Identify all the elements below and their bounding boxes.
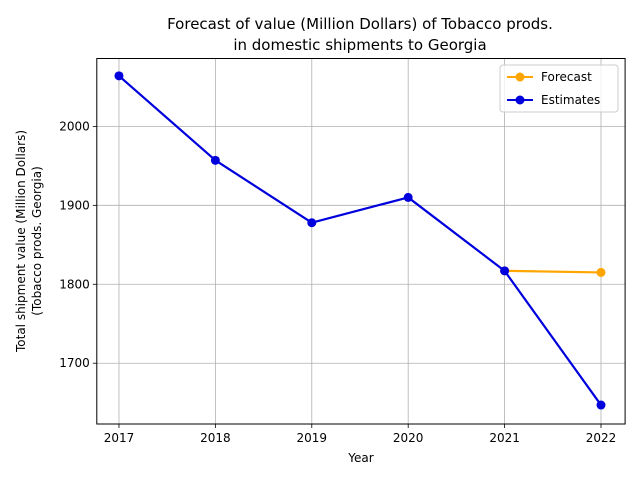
x-tick-label-2018: 2018 [200, 431, 231, 445]
grid-lines [96, 58, 626, 424]
legend-marker-estimates [515, 95, 525, 105]
y-tick-label-1700: 1700 [59, 356, 90, 370]
chart-title-line-2: in domestic shipments to Georgia [233, 36, 486, 54]
y-tick-label-1900: 1900 [59, 198, 90, 212]
x-tick-label-2019: 2019 [297, 431, 328, 445]
x-axis-label: Year [347, 451, 373, 465]
plot-frame [96, 58, 626, 425]
series-line-forecast [504, 269, 602, 274]
legend-label-estimates: Estimates [541, 93, 600, 107]
series-group [114, 71, 606, 410]
x-axis: 2017 2018 2019 2020 2021 2022 [104, 424, 617, 445]
x-tick-label-2022: 2022 [586, 431, 617, 445]
y-tick-label-1800: 1800 [59, 277, 90, 291]
y-axis: 1700 1800 1900 2000 [59, 119, 97, 370]
y-tick-label-2000: 2000 [59, 119, 90, 133]
chart-title-line-1: Forecast of value (Million Dollars) of T… [167, 15, 553, 33]
data-point-forecast-2022 [596, 267, 606, 277]
x-tick-label-2017: 2017 [104, 431, 135, 445]
legend-label-forecast: Forecast [541, 70, 592, 84]
data-point-estimates-2020 [403, 192, 413, 202]
y-axis-label-line-1: Total shipment value (Million Dollars) [14, 130, 28, 353]
x-tick-label-2021: 2021 [489, 431, 520, 445]
legend: Forecast Estimates [499, 64, 619, 113]
data-point-estimates-2022 [596, 400, 606, 410]
series-line-estimates [118, 75, 602, 406]
legend-marker-forecast [515, 72, 525, 82]
data-point-estimates-2017 [114, 71, 124, 81]
x-tick-label-2020: 2020 [393, 431, 424, 445]
data-point-estimates-2021 [500, 266, 510, 276]
y-axis-label-line-2: (Tobacco prods. Georgia) [30, 166, 44, 316]
data-point-estimates-2019 [307, 218, 317, 228]
data-point-estimates-2018 [210, 155, 220, 165]
